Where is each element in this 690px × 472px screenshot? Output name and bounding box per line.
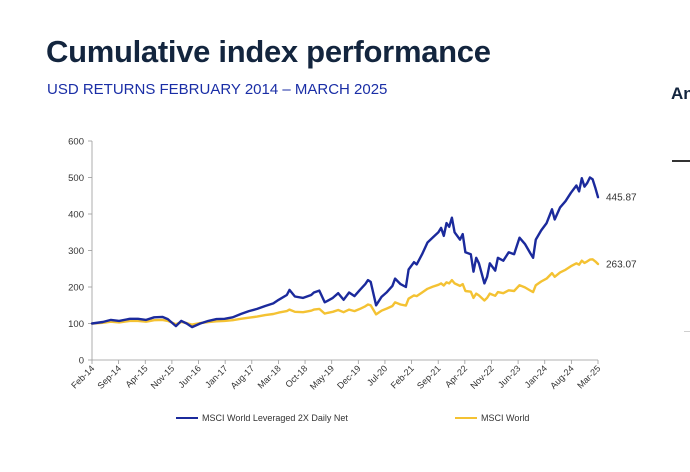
y-tick-label: 300 <box>68 246 84 257</box>
legend-item-world: MSCI World <box>455 413 529 423</box>
x-tick-label: Jul-20 <box>365 363 389 387</box>
page-subtitle: USD RETURNS FEBRUARY 2014 – MARCH 2025 <box>47 81 388 98</box>
legend-item-leveraged: MSCI World Leveraged 2X Daily Net <box>176 413 348 423</box>
x-tick-label: Nov-22 <box>468 363 496 391</box>
side-panel-label: An <box>671 84 690 103</box>
x-tick-label: Mar-18 <box>256 363 283 390</box>
series-line-world <box>90 258 600 326</box>
x-tick-label: Apr-22 <box>443 363 469 389</box>
y-tick-label: 200 <box>68 283 84 294</box>
x-tick-label: Aug-17 <box>229 363 257 391</box>
x-tick-label: Dec-19 <box>335 363 363 391</box>
side-panel-divider-light <box>684 331 690 332</box>
y-tick-label: 500 <box>68 173 84 184</box>
y-tick-label: 100 <box>68 319 84 330</box>
x-tick-label: Feb-21 <box>389 363 416 390</box>
x-tick-label: Jan-17 <box>203 363 230 390</box>
x-tick-label: Apr-15 <box>124 363 150 389</box>
x-tick-label: Oct-18 <box>283 363 309 389</box>
x-tick-label: Sep-21 <box>415 363 443 391</box>
end-label-leveraged: 445.87 <box>606 193 637 204</box>
legend-label-world: MSCI World <box>481 413 530 423</box>
y-tick-label: 400 <box>68 210 84 221</box>
x-tick-label: May-19 <box>308 363 336 391</box>
x-tick-label: Jun-16 <box>176 363 203 390</box>
x-tick-label: Aug-24 <box>548 363 576 391</box>
x-tick-label: Jan-24 <box>523 363 550 390</box>
x-tick-label: Mar-25 <box>575 363 602 390</box>
side-panel-divider <box>672 160 690 162</box>
legend-label-leveraged: MSCI World Leveraged 2X Daily Net <box>202 413 348 423</box>
x-tick-label: Sep-14 <box>95 363 123 391</box>
x-tick-label: Feb-14 <box>69 363 96 390</box>
series-line-leveraged <box>90 176 600 329</box>
end-label-world: 263.07 <box>606 260 637 271</box>
legend-swatch-world <box>455 416 477 420</box>
x-tick-label: Jun-23 <box>496 363 523 390</box>
y-tick-label: 0 <box>79 356 84 367</box>
page-title: Cumulative index performance <box>46 34 491 69</box>
legend-swatch-leveraged <box>176 416 198 420</box>
y-tick-label: 600 <box>68 137 84 148</box>
x-tick-label: Nov-15 <box>149 363 177 391</box>
